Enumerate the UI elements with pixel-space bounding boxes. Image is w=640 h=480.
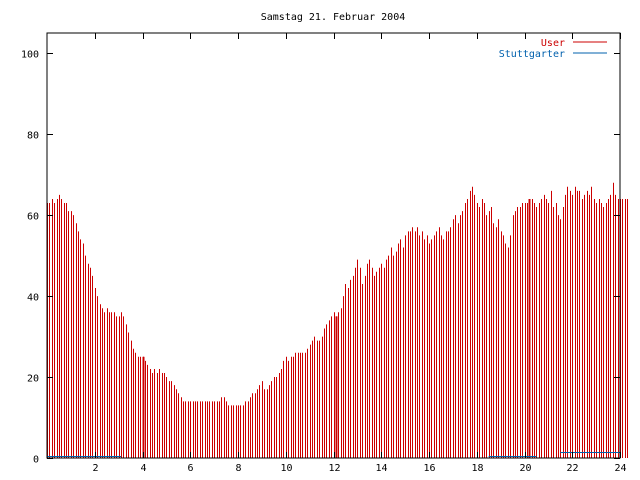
legend-label-stuttgarter: Stuttgarter [499, 49, 565, 60]
x-tick-label: 18 [471, 463, 483, 474]
plot-frame [46, 32, 621, 459]
x-tick-label: 6 [187, 463, 193, 474]
stuttgarter-line [47, 452, 620, 457]
y-tick-label: 80 [27, 131, 39, 142]
x-axis: 2 4 6 8 10 12 14 16 18 20 22 24 [92, 33, 627, 474]
x-tick-label: 10 [280, 463, 292, 474]
y-axis: 0 20 40 60 80 100 [21, 50, 620, 466]
x-tick-label: 14 [375, 463, 387, 474]
y-tick-label: 60 [27, 212, 39, 223]
x-tick-label: 24 [614, 463, 626, 474]
x-tick-label: 2 [92, 463, 98, 474]
y-tick-label: 100 [21, 50, 39, 61]
y-tick-label: 0 [33, 455, 39, 466]
chart-title: Samstag 21. Februar 2004 [261, 12, 406, 23]
x-tick-label: 12 [328, 463, 340, 474]
y-tick-label: 20 [27, 374, 39, 385]
x-tick-label: 22 [566, 463, 578, 474]
x-tick-label: 20 [519, 463, 531, 474]
user-bars [47, 182, 628, 458]
x-tick-label: 4 [140, 463, 146, 474]
x-tick-label: 8 [235, 463, 241, 474]
legend: User Stuttgarter [499, 38, 607, 60]
y-tick-label: 40 [27, 293, 39, 304]
legend-label-user: User [541, 38, 565, 49]
x-tick-label: 16 [423, 463, 435, 474]
